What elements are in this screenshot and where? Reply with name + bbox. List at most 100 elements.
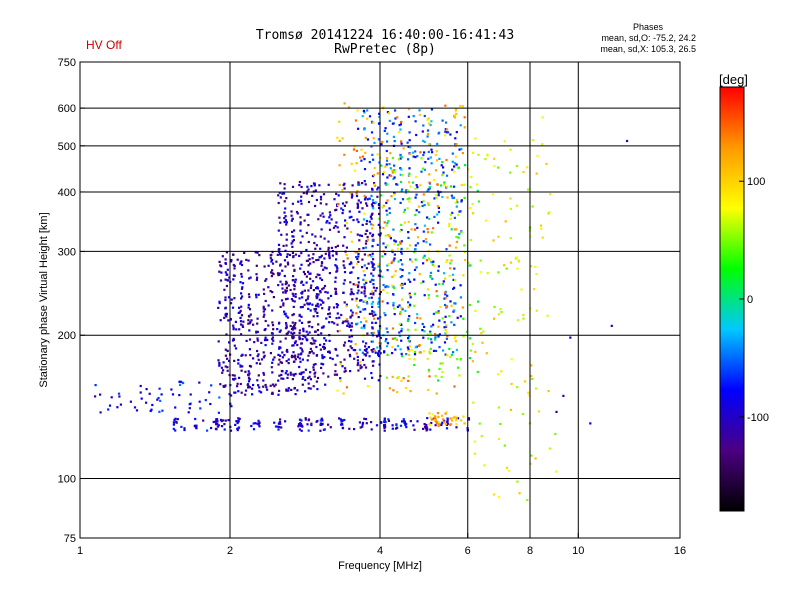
data-point (343, 236, 346, 239)
data-point (372, 201, 375, 204)
data-point (374, 289, 377, 292)
data-point (456, 201, 459, 204)
data-point (285, 238, 288, 241)
data-point (317, 218, 320, 221)
data-point (378, 217, 381, 220)
data-point (341, 202, 345, 205)
data-point (408, 244, 412, 247)
data-point (323, 356, 326, 359)
data-point (278, 374, 281, 377)
data-point (426, 132, 430, 136)
data-point (279, 361, 282, 364)
data-point (226, 279, 229, 282)
data-point (247, 269, 250, 272)
data-point (312, 352, 315, 355)
data-point (278, 421, 282, 424)
data-point (451, 419, 454, 422)
data-point (401, 275, 404, 278)
data-point (414, 213, 417, 216)
data-point (222, 419, 225, 422)
data-point (376, 243, 379, 246)
data-point (329, 356, 332, 360)
data-point (444, 291, 447, 294)
data-point (413, 268, 417, 271)
data-point (364, 366, 368, 369)
data-point (255, 330, 258, 333)
data-point (292, 294, 295, 297)
data-point (341, 419, 344, 422)
data-point (386, 176, 389, 179)
data-point (365, 349, 368, 352)
data-point (437, 311, 440, 314)
data-point (399, 180, 403, 184)
data-point (216, 418, 219, 421)
data-point (308, 258, 311, 261)
data-point (350, 347, 353, 350)
data-point (408, 200, 411, 203)
data-point (436, 205, 439, 208)
data-point (379, 232, 382, 235)
data-point (433, 197, 436, 200)
data-point (195, 427, 198, 430)
data-point (429, 123, 432, 127)
data-point (319, 202, 322, 205)
data-point (210, 384, 213, 387)
data-point (335, 251, 338, 254)
data-point (480, 435, 483, 438)
data-point (224, 419, 227, 422)
data-point (401, 308, 404, 311)
data-point (300, 185, 303, 189)
data-point (357, 127, 360, 130)
data-point (445, 305, 448, 308)
data-point (357, 281, 360, 284)
data-point (391, 346, 394, 349)
data-point (370, 261, 373, 264)
data-point (228, 276, 231, 279)
data-point (428, 217, 431, 220)
data-point (394, 109, 397, 112)
data-point (414, 244, 417, 247)
data-point (397, 158, 400, 161)
data-point (509, 197, 512, 200)
data-point (221, 371, 224, 374)
data-point (248, 308, 252, 311)
x-axis-ticks: 1 2 4 6 8 10 16 (77, 533, 686, 557)
data-point (284, 327, 288, 330)
data-point (450, 304, 453, 307)
data-point (343, 182, 346, 185)
data-point (342, 282, 345, 285)
data-point (469, 349, 472, 352)
data-point (256, 379, 259, 382)
data-point (313, 375, 316, 378)
data-point (472, 212, 475, 215)
data-point (348, 324, 352, 327)
data-point (292, 305, 295, 308)
data-point (372, 279, 375, 282)
data-point (445, 174, 449, 177)
data-point (298, 314, 301, 317)
data-point (402, 418, 405, 421)
data-point (351, 298, 354, 301)
data-point (343, 204, 346, 207)
data-point (321, 212, 324, 215)
data-point (464, 164, 467, 167)
data-point (298, 332, 301, 335)
data-point (349, 370, 352, 373)
data-point (350, 335, 353, 338)
data-point (416, 242, 419, 245)
data-point (413, 428, 416, 431)
data-point (317, 305, 320, 308)
data-point (359, 156, 362, 159)
data-point (497, 271, 500, 274)
data-point (282, 302, 285, 305)
data-point (358, 248, 361, 251)
data-point (314, 235, 317, 238)
data-point (291, 292, 294, 295)
data-point (278, 358, 281, 361)
data-point (244, 389, 248, 392)
data-point (355, 256, 358, 259)
data-point (313, 184, 316, 187)
data-point (463, 196, 466, 199)
data-point (370, 349, 373, 352)
data-point (314, 339, 317, 342)
